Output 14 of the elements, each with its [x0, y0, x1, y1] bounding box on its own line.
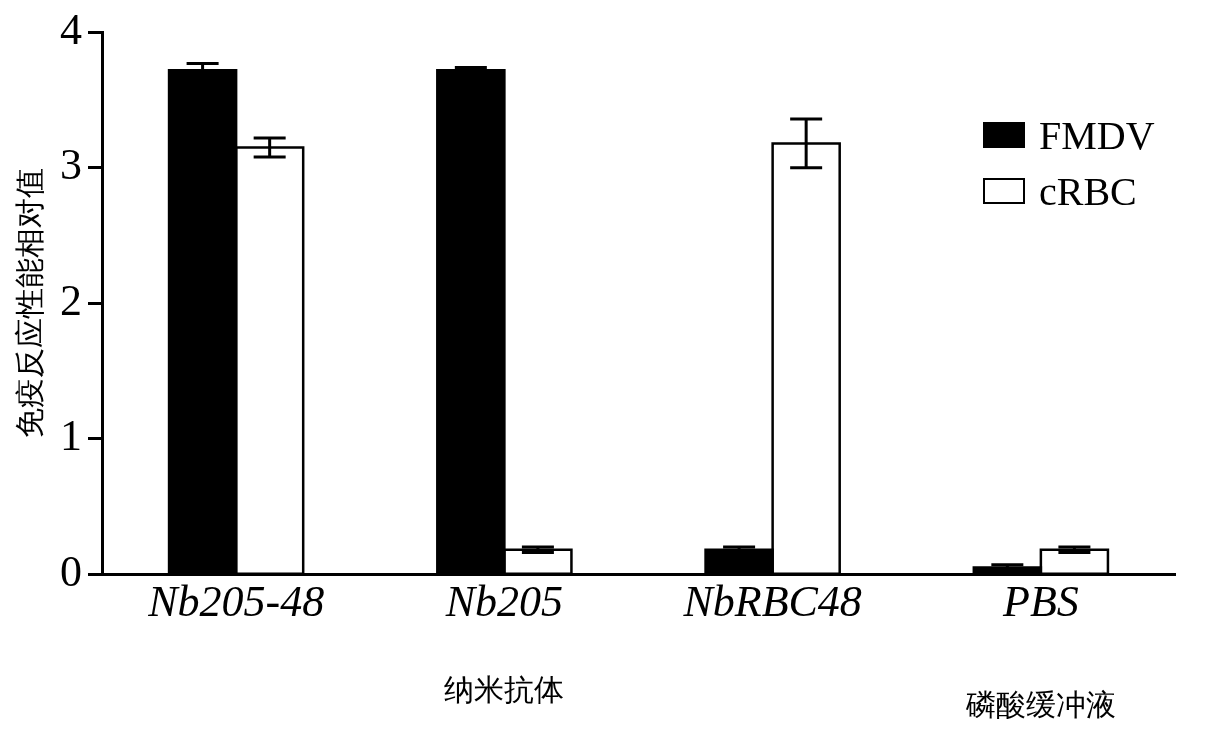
- y-tick-label: 3: [60, 140, 82, 190]
- y-tick-label: 2: [60, 275, 82, 325]
- x-tick-label: Nb205: [444, 577, 564, 627]
- y-tick-label: 4: [60, 4, 82, 54]
- text: 磷酸缓冲液: [965, 686, 1116, 724]
- y-axis-title: 免疫反应性能相对值: [11, 168, 47, 439]
- x-tick-label: PBS: [1001, 577, 1079, 627]
- text: 纳米抗体: [444, 671, 565, 709]
- legend-label: FMDV: [1039, 111, 1155, 159]
- legend-label: cRBC: [1039, 167, 1137, 215]
- x-tick-label: NbRBC48: [682, 577, 862, 627]
- y-tick-label: 0: [60, 546, 82, 596]
- y-tick-label: 1: [60, 411, 82, 461]
- x-tick-label: Nb205-48: [147, 577, 325, 627]
